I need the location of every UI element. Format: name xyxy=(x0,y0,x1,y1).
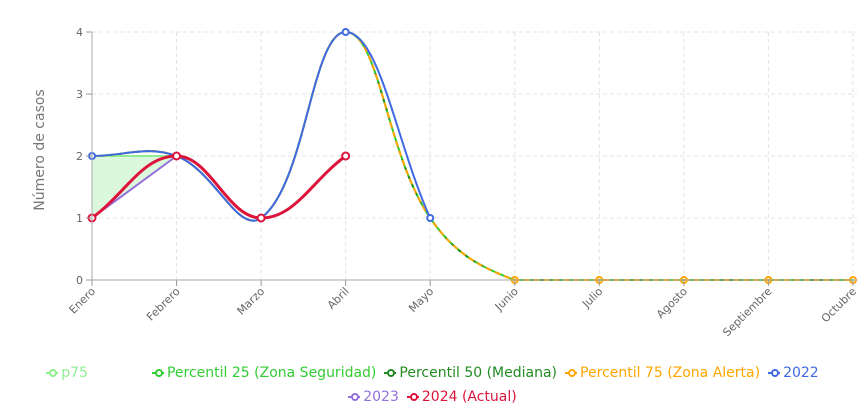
legend-label: 2023 xyxy=(363,389,399,405)
legend-label: 2022 xyxy=(783,365,819,381)
data-point[interactable] xyxy=(172,151,182,161)
legend: p75 Percentil 25 (Zona Seguridad) Percenti… xyxy=(0,362,865,408)
legend-marker-icon xyxy=(151,369,164,377)
legend-item[interactable]: 2023 xyxy=(348,386,399,408)
legend-label: Percentil 75 (Zona Alerta) xyxy=(580,365,761,381)
x-tick-label: Octubre xyxy=(819,285,859,325)
series-line xyxy=(91,30,432,222)
legend-marker-icon xyxy=(406,393,419,401)
legend-label: p75 xyxy=(61,365,88,381)
legend-marker-icon xyxy=(348,393,361,401)
grid xyxy=(92,31,857,281)
y-tick-label: 2 xyxy=(76,150,83,163)
legend-label: 2024 (Actual) xyxy=(421,389,517,405)
legend-item[interactable]: Percentil 25 (Zona Seguridad) xyxy=(151,362,377,384)
data-point[interactable] xyxy=(341,151,351,161)
x-tick-label: Marzo xyxy=(235,285,268,318)
axes: 0 1 2 3 4 Enero Febrero Marzo Abril Mayo Junio Juli… xyxy=(67,26,860,339)
legend-item[interactable]: Percentil 75 (Zona Alerta) xyxy=(565,362,760,384)
x-tick-label: Agosto xyxy=(654,285,690,321)
legend-item[interactable]: Percentil 50 (Mediana) xyxy=(384,362,557,384)
y-tick-label: 3 xyxy=(76,88,83,101)
y-tick-label: 1 xyxy=(76,212,83,225)
series-2024-actual- xyxy=(87,151,351,223)
line-chart: 0 1 2 3 4 Enero Febrero Marzo Abril Mayo Junio Juli… xyxy=(32,26,860,339)
x-tick-label: Junio xyxy=(492,285,521,314)
x-tick-label: Septiembre xyxy=(720,285,774,339)
legend-item[interactable]: 2022 xyxy=(768,362,819,384)
x-tick-label: Febrero xyxy=(144,285,183,324)
legend-label: Percentil 25 (Zona Seguridad) xyxy=(166,365,377,381)
y-axis-label: Número de casos xyxy=(32,89,48,210)
x-tick-label: Mayo xyxy=(406,285,436,315)
y-tick-label: 0 xyxy=(76,274,83,287)
x-tick-label: Abril xyxy=(325,285,352,312)
legend-marker-icon xyxy=(384,369,397,377)
legend-item[interactable]: 2024 (Actual) xyxy=(406,386,517,408)
x-tick-label: Julio xyxy=(579,285,605,311)
data-point[interactable] xyxy=(341,28,350,36)
data-point[interactable] xyxy=(256,213,266,223)
legend-item[interactable]: p75 xyxy=(46,362,88,384)
series-line xyxy=(91,154,347,220)
data-point[interactable] xyxy=(426,214,435,222)
x-tick-label: Enero xyxy=(67,285,99,317)
y-tick-label: 4 xyxy=(76,26,83,39)
legend-marker-icon xyxy=(768,369,781,377)
legend-marker-icon xyxy=(46,369,59,377)
legend-label: Percentil 50 (Mediana) xyxy=(399,365,558,381)
series-percentil-75-zona-alerta- xyxy=(91,30,857,284)
legend-marker-icon xyxy=(565,369,578,377)
